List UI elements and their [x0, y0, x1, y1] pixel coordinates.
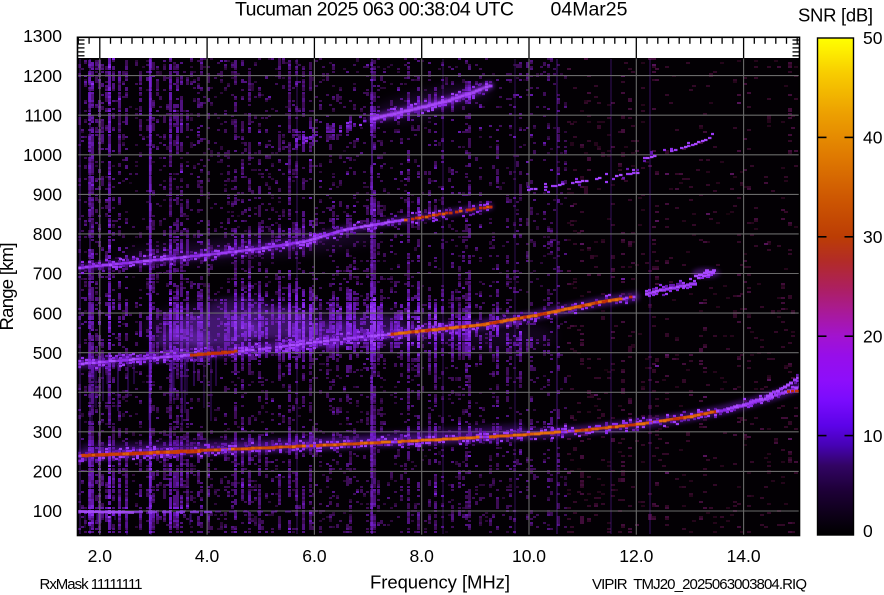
svg-text:400: 400: [33, 383, 62, 403]
svg-text:VIPIR TMJ20_2025063003804.RIQ: VIPIR TMJ20_2025063003804.RIQ: [592, 576, 807, 593]
svg-text:10: 10: [863, 426, 883, 446]
svg-text:14.0: 14.0: [727, 546, 761, 566]
svg-text:1300: 1300: [23, 26, 62, 46]
svg-text:20: 20: [863, 326, 883, 346]
svg-text:800: 800: [33, 224, 62, 244]
svg-text:Tucuman 2025 063 00:38:04 UTC: Tucuman 2025 063 00:38:04 UTC: [235, 0, 514, 21]
svg-text:30: 30: [863, 227, 883, 247]
svg-text:1100: 1100: [24, 105, 62, 125]
svg-text:8.0: 8.0: [410, 546, 435, 566]
svg-text:1000: 1000: [23, 145, 62, 165]
svg-text:RxMask 11111111: RxMask 11111111: [40, 576, 143, 593]
svg-text:Frequency [MHz]: Frequency [MHz]: [370, 572, 510, 593]
svg-text:50: 50: [863, 28, 883, 48]
svg-text:2.0: 2.0: [88, 546, 113, 566]
svg-text:04Mar25: 04Mar25: [551, 0, 628, 21]
svg-text:200: 200: [33, 462, 62, 482]
svg-text:SNR [dB]: SNR [dB]: [798, 5, 873, 26]
svg-text:900: 900: [33, 185, 62, 205]
svg-text:Range [km]: Range [km]: [0, 243, 17, 331]
svg-text:6.0: 6.0: [302, 546, 327, 566]
svg-text:500: 500: [33, 343, 62, 363]
svg-text:600: 600: [33, 303, 62, 323]
svg-text:40: 40: [863, 128, 883, 148]
svg-text:0: 0: [863, 521, 873, 541]
svg-text:1200: 1200: [23, 66, 62, 86]
svg-text:10.0: 10.0: [512, 546, 546, 566]
svg-text:4.0: 4.0: [195, 546, 220, 566]
svg-text:12.0: 12.0: [619, 546, 653, 566]
svg-text:700: 700: [33, 264, 62, 284]
svg-text:300: 300: [33, 422, 62, 442]
svg-text:100: 100: [33, 501, 62, 521]
